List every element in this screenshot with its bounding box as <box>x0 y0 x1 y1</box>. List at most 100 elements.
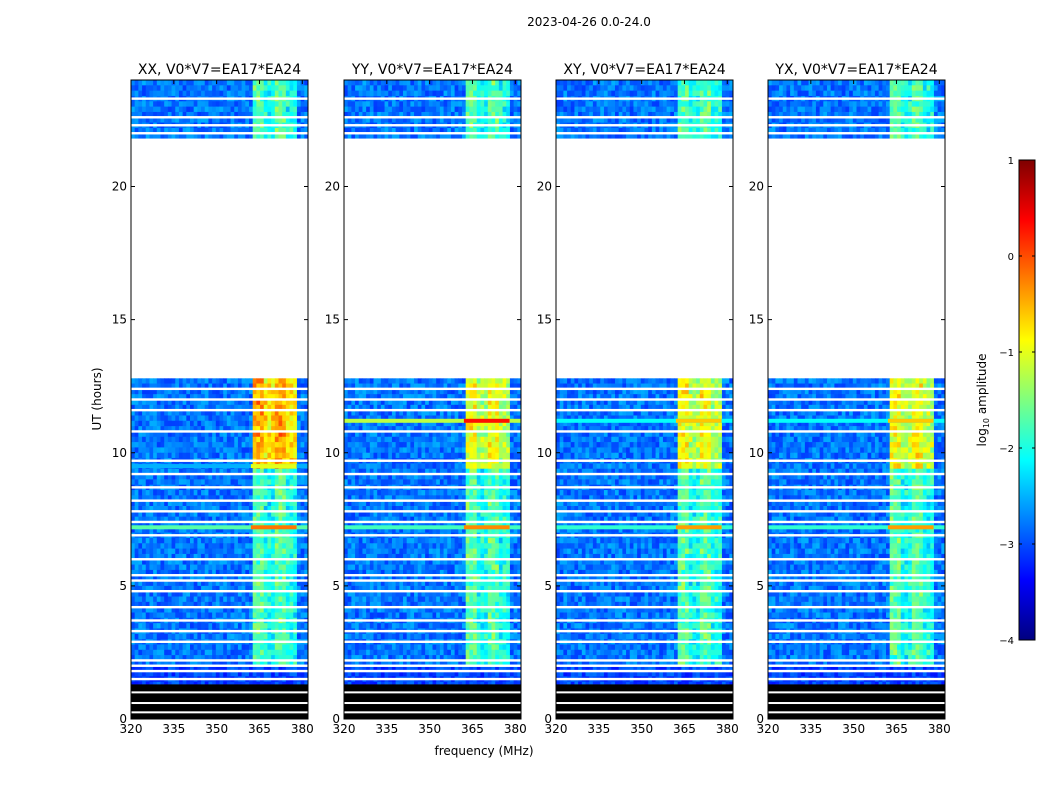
heatmap-cell <box>131 527 136 534</box>
heatmap-cell <box>204 410 210 417</box>
heatmap-cell <box>145 649 151 656</box>
heatmap-cell <box>153 671 158 677</box>
heatmap-cell <box>362 436 367 443</box>
heatmap-cell <box>182 111 187 118</box>
heatmap-cell <box>131 633 136 640</box>
heatmap-cell <box>241 649 246 656</box>
heatmap-cell <box>245 585 250 592</box>
heatmap-cell <box>425 452 430 459</box>
heatmap-cell <box>252 431 257 438</box>
heatmap-cell <box>156 575 162 582</box>
heatmap-cell <box>237 404 243 411</box>
heatmap-cell <box>395 404 400 411</box>
heatmap-cell <box>149 559 154 566</box>
heatmap-cell <box>193 548 198 555</box>
heatmap-cell <box>164 106 169 113</box>
heatmap-cell <box>362 410 367 417</box>
heatmap-cell <box>410 383 415 390</box>
heatmap-cell <box>469 420 474 427</box>
heatmap-cell <box>458 404 463 411</box>
heatmap-cell <box>171 111 176 118</box>
heatmap-cell <box>234 633 239 640</box>
heatmap-cell <box>171 596 176 603</box>
heatmap-cell <box>215 415 221 422</box>
heatmap-cell <box>197 431 202 438</box>
heatmap-cell <box>358 101 364 108</box>
heatmap-cell <box>347 85 352 92</box>
heatmap-cell <box>410 404 415 411</box>
heatmap-cell <box>282 80 287 86</box>
heatmap-cell <box>285 612 291 619</box>
heatmap-cell <box>285 671 291 677</box>
heatmap-cell <box>149 85 154 92</box>
heatmap-cell <box>249 388 254 395</box>
heatmap-cell <box>428 452 434 459</box>
heatmap-cell <box>204 559 210 566</box>
heatmap-cell <box>252 495 257 502</box>
heatmap-cell <box>178 436 184 443</box>
heatmap-cell <box>178 537 184 544</box>
heatmap-cell <box>149 404 154 411</box>
heatmap-cell <box>201 388 206 395</box>
heatmap-cell <box>391 420 397 427</box>
heatmap-cell <box>443 133 448 140</box>
heatmap-cell <box>182 607 187 614</box>
heatmap-cell <box>260 388 265 395</box>
heatmap-cell <box>226 543 232 550</box>
heatmap-cell <box>249 623 254 630</box>
heatmap-cell <box>278 415 283 422</box>
heatmap-cell <box>197 399 202 406</box>
heatmap-cell <box>498 378 504 385</box>
heatmap-cell <box>421 101 426 108</box>
heatmap-cell <box>344 133 349 140</box>
heatmap-cell <box>134 447 139 454</box>
heatmap-cell <box>230 660 235 667</box>
heatmap-cell <box>164 479 169 486</box>
heatmap-cell <box>252 106 257 113</box>
heatmap-cell <box>219 474 224 480</box>
heatmap-cell <box>134 575 139 582</box>
heatmap-cell <box>267 569 272 576</box>
heatmap-cell <box>495 101 500 108</box>
heatmap-cell <box>293 117 298 124</box>
heatmap-cell <box>450 442 456 449</box>
heatmap-cell <box>171 660 176 667</box>
heatmap-cell <box>300 383 305 390</box>
heatmap-cell <box>134 410 139 417</box>
heatmap-cell <box>197 548 202 555</box>
heatmap-cell <box>406 404 411 411</box>
heatmap-cell <box>399 420 404 427</box>
heatmap-cell <box>355 399 360 406</box>
heatmap-cell <box>260 548 265 555</box>
heatmap-cell <box>131 537 136 544</box>
heatmap-cell <box>178 511 184 518</box>
heatmap-cell <box>458 133 463 140</box>
heatmap-cell <box>149 516 154 523</box>
heatmap-cell <box>193 394 198 401</box>
heatmap-cell <box>131 442 136 449</box>
heatmap-cell <box>271 410 276 417</box>
heatmap-cell <box>160 559 165 566</box>
heatmap-cell <box>260 665 265 672</box>
heatmap-cell <box>138 442 143 449</box>
heatmap-cell <box>351 85 356 92</box>
heatmap-cell <box>278 117 283 124</box>
heatmap-cell <box>230 378 235 385</box>
heatmap-cell <box>260 596 265 603</box>
heatmap-cell <box>469 447 474 454</box>
heatmap-cell <box>473 127 478 134</box>
heatmap-cell <box>204 127 210 134</box>
heatmap-cell <box>208 399 213 406</box>
heatmap-cell <box>278 133 283 140</box>
heatmap-cell <box>219 521 224 528</box>
heatmap-cell <box>362 90 367 97</box>
heatmap-cell <box>458 383 463 390</box>
heatmap-cell <box>226 127 232 134</box>
heatmap-cell <box>156 559 162 566</box>
heatmap-cell <box>428 420 434 427</box>
heatmap-cell <box>517 415 521 422</box>
heatmap-cell <box>145 410 151 417</box>
heatmap-cell <box>190 559 195 566</box>
heatmap-cell <box>384 85 389 92</box>
